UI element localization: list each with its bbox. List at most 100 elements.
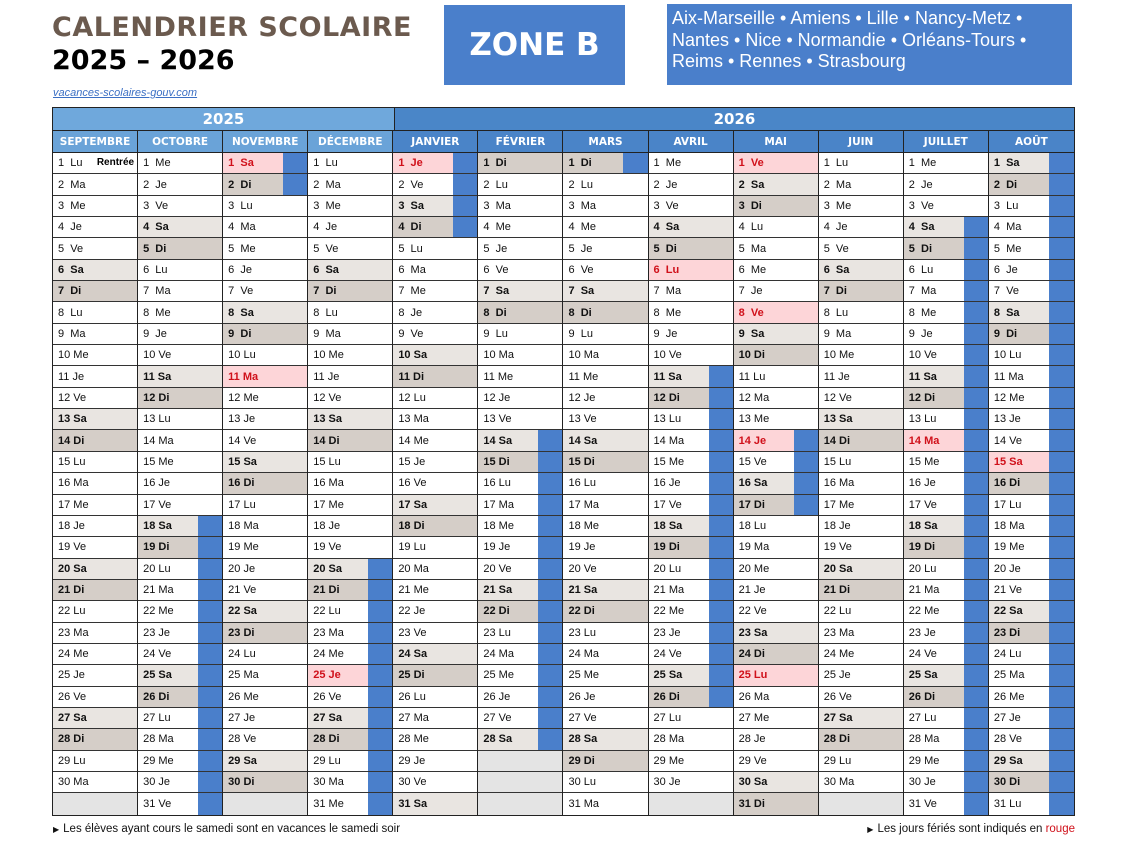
month-column: JUIN 1 Lu 2 Ma 3 Me 4 Je 5 Ve 6 Sa 7 Di 8 Lu 9 Ma… [818,131,904,815]
vacation-bar [708,515,733,537]
day-label: 28 Ma [908,733,940,746]
day-label: 27 Lu [143,712,171,725]
day-label: 25 Sa [138,665,199,686]
vacation-bar [708,430,733,451]
day-label: 5 Ve [58,242,84,255]
day-label: 30 Di [988,771,1049,793]
day-cell: 23 Je [138,622,223,644]
day-cell: 13 Ve [478,409,563,431]
day-label: 24 Me [823,648,855,661]
day-label: 11 Je [823,370,850,383]
day-label: 20 Sa [53,558,138,579]
day-cell: 13 Ve [563,409,648,431]
day-label: 14 Ma [903,430,964,451]
day-cell: 10 Me [308,345,393,367]
day-label: 26 Je [483,690,511,703]
day-cell: 17 Ma [563,495,648,516]
day-label: 6 Sa [53,259,138,281]
source-link[interactable]: vacances-scolaires-gouv.com [53,87,198,99]
day-label: 7 Ve [228,285,254,298]
day-label: 29 Ve [738,754,767,767]
day-label: 25 Je [823,669,851,682]
day-cell: 14 Ve [988,430,1074,452]
day-label: 21 Sa [563,579,648,601]
vacation-bar [538,601,563,622]
vacation-bar [198,665,223,686]
vacation-bar [963,558,988,579]
day-cell: 21 Sa [563,579,648,602]
day-label: 24 Ve [908,648,937,661]
vacation-bar [538,430,563,451]
day-label: 27 Sa [53,707,138,729]
day-cell: 22 Me [138,601,223,623]
vacation-bar [1048,217,1074,238]
day-cell: 2 Je [648,174,733,196]
day-cell: 24 Ve [903,643,988,666]
day-label: 28 Di [308,729,369,750]
day-cell: 27 Sa [818,707,903,730]
day-label: 30 Ve [398,776,427,789]
day-label: 9 Je [908,327,933,340]
vacation-bar [963,665,988,686]
empty-day [478,771,563,793]
day-cell: 28 Je [733,729,818,751]
day-label: 20 Lu [908,562,937,575]
day-cell: 19 Ma [733,537,818,559]
day-cell: 9 Je [903,323,988,346]
day-label: 11 Me [483,370,514,383]
day-cell: 25 Me [478,665,563,687]
day-label: 7 Ve [993,285,1019,298]
day-cell: 8 Lu [308,302,393,324]
day-cell: 17 Sa [393,494,478,516]
empty-day [53,793,138,815]
day-label: 27 Ve [568,712,597,725]
day-label: 22 Di [563,601,648,622]
day-label: 19 Je [483,541,511,554]
day-cell: 25 Me [563,665,648,687]
day-label: 5 Di [903,238,964,259]
vacation-bar [368,707,393,729]
day-cell: 8 Lu [53,302,138,324]
day-cell: 14 Ve [223,430,308,452]
day-label: 29 Lu [313,754,341,767]
day-cell: 2 Sa [733,174,818,196]
day-cell: 7 Ma [648,281,733,303]
day-cell: 28 Sa [478,729,563,751]
day-label: 22 Lu [823,605,852,618]
vacation-bar [708,686,733,707]
day-label: 3 Ma [568,199,596,212]
day-label: 12 Di [648,387,709,409]
day-label: 17 Me [823,498,855,511]
day-cell: 1 Me [138,153,223,175]
day-label: 24 Ve [653,648,682,661]
day-cell: 25 Lu [733,665,818,687]
day-cell: 23 Ma [818,623,903,644]
day-cell: 1 Sa [988,153,1074,175]
day-label: 10 Me [58,349,89,362]
vacation-bar [453,217,478,238]
day-cell: 11 Me [478,366,563,388]
day-label: 3 Ma [483,199,511,212]
vacation-bar [1048,622,1074,643]
day-cell: 4 Je [53,217,138,239]
day-cell: 6 Lu [903,259,988,282]
day-cell: 9 Ma [308,324,393,346]
vacation-bar [963,494,988,515]
day-cell: 13 Lu [138,409,223,431]
day-label: 21 Ma [653,584,685,597]
vacation-bar [198,579,223,601]
day-label: 14 Sa [478,430,539,451]
day-cell: 20 Sa [818,558,903,580]
day-cell: 28 Ve [223,729,308,751]
vacation-bar [963,643,988,665]
day-cell: 19 Di [138,537,223,559]
vacation-bar [538,729,563,750]
day-label: 13 Ve [568,413,597,426]
day-label: 5 Ma [738,242,767,255]
day-label: 10 Ve [908,349,937,362]
day-label: 22 Me [653,605,685,618]
day-cell: 30 Di [223,771,308,794]
vacation-bar [963,537,988,558]
day-cell: 12 Ve [818,388,903,410]
day-cell: 31 Lu [989,793,1074,815]
